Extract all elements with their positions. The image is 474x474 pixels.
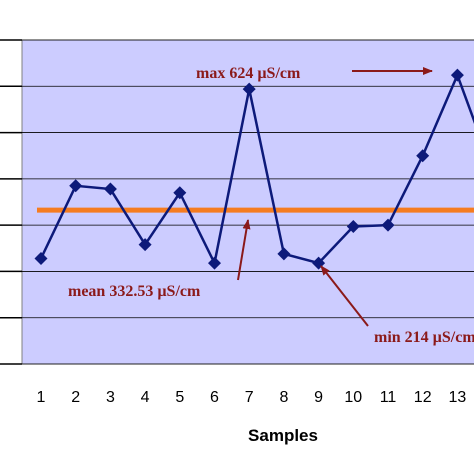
data-point-13 bbox=[450, 68, 464, 82]
x-tick-label-13: 13 bbox=[449, 389, 467, 406]
x-tick-label-5: 5 bbox=[175, 389, 184, 406]
x-tick-label-11: 11 bbox=[380, 389, 397, 406]
x-tick-label-9: 9 bbox=[314, 389, 323, 406]
x-tick-label-3: 3 bbox=[106, 389, 115, 406]
x-tick-label-8: 8 bbox=[279, 389, 288, 406]
x-tick-label-1: 1 bbox=[37, 389, 46, 406]
data-point-5 bbox=[173, 186, 187, 200]
x-tick-label-2: 2 bbox=[71, 389, 80, 406]
min-annotation-arrow bbox=[320, 265, 369, 327]
data-point-12 bbox=[416, 149, 430, 163]
data-point-1 bbox=[34, 251, 48, 265]
data-point-8 bbox=[277, 247, 291, 261]
data-markers bbox=[34, 68, 464, 270]
data-point-2 bbox=[69, 179, 83, 193]
x-tick-label-7: 7 bbox=[245, 389, 254, 406]
data-point-3 bbox=[103, 182, 117, 196]
x-tick-label-6: 6 bbox=[210, 389, 219, 406]
min-annotation-label: min 214 µS/cm bbox=[374, 329, 474, 346]
data-point-6 bbox=[208, 256, 221, 270]
x-axis-label: Samples bbox=[248, 426, 318, 445]
data-point-10 bbox=[346, 220, 360, 234]
data-point-4 bbox=[138, 238, 152, 252]
mean-annotation-arrow bbox=[237, 219, 251, 281]
mean-annotation-label: mean 332.53 µS/cm bbox=[68, 283, 201, 300]
series-line bbox=[39, 71, 474, 267]
x-axis-tick-labels: 1234567891011121314 bbox=[37, 389, 467, 406]
x-tick-label-10: 10 bbox=[344, 389, 362, 406]
x-tick-label-12: 12 bbox=[414, 389, 432, 406]
y-axis-ticks bbox=[0, 39, 22, 365]
data-point-11 bbox=[381, 218, 395, 232]
data-point-7 bbox=[242, 82, 256, 96]
x-tick-label-4: 4 bbox=[141, 389, 150, 406]
gridlines bbox=[22, 39, 474, 365]
max-annotation-label: max 624 µS/cm bbox=[196, 65, 301, 82]
annotations: max 624 µS/cm mean 332.53 µS/cm min 214 µS… bbox=[68, 65, 474, 346]
